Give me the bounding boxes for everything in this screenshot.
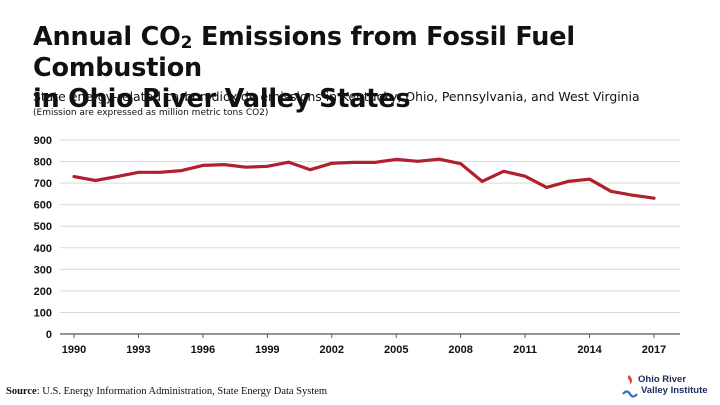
data-point (222, 163, 226, 166)
y-tick-label: 100 (34, 307, 52, 319)
title-line-1: Annual CO2 Emissions from Fossil Fuel Co… (33, 22, 575, 83)
data-point (330, 161, 334, 165)
data-point (588, 177, 591, 181)
data-point (72, 175, 76, 179)
y-tick-label: 800 (34, 157, 52, 169)
data-point (631, 193, 634, 197)
data-point (265, 164, 269, 168)
x-tick-label: 2005 (384, 344, 408, 356)
data-point (115, 175, 119, 179)
source-note: Source: U.S. Energy Information Administ… (6, 386, 328, 397)
x-axis-ticks: 1990 1993 1996 1999 2002 2005 2008 2011 2014 2017 (62, 334, 666, 356)
x-tick-label: 2002 (320, 344, 344, 356)
data-point (351, 161, 355, 164)
data-point (137, 170, 140, 174)
data-point (502, 169, 506, 173)
x-tick-label: 2011 (513, 344, 537, 356)
units-note: (Emission are expressed as million metri… (33, 108, 269, 118)
data-point (480, 179, 484, 183)
gridlines (60, 139, 680, 335)
x-tick-label: 1990 (62, 344, 86, 356)
series-line (72, 157, 656, 200)
data-point (308, 168, 312, 172)
data-point (459, 162, 463, 166)
chart-subtitle: State energy-related carbon dioxide emis… (33, 89, 640, 104)
ohio-river-valley-institute-logo: Ohio River Valley Institute (622, 373, 718, 403)
data-point (523, 174, 527, 178)
x-tick-label: 1993 (126, 344, 150, 356)
x-tick-label: 1999 (255, 344, 279, 356)
title-line-2: in Ohio River Valley States (33, 84, 411, 114)
data-point (545, 186, 548, 189)
x-tick-label: 2008 (448, 344, 472, 356)
data-point (158, 170, 162, 174)
data-point (609, 189, 613, 193)
data-point (394, 158, 398, 161)
x-tick-label: 2017 (642, 344, 666, 356)
data-point (437, 157, 441, 161)
data-point (652, 196, 656, 200)
chart-title: Annual CO2 Emissions from Fossil Fuel Co… (33, 22, 703, 115)
logo-line-2: Valley Institute (641, 385, 708, 396)
data-point (373, 161, 377, 164)
y-tick-label: 0 (46, 329, 52, 341)
y-tick-label: 200 (34, 286, 52, 298)
y-tick-label: 700 (34, 178, 52, 190)
data-point (416, 159, 420, 163)
data-point (287, 160, 291, 164)
y-tick-label: 900 (34, 135, 52, 147)
y-axis-ticks: 0 100 200 300 400 500 600 700 800 900 (34, 135, 52, 341)
logo-line-1: Ohio River (638, 374, 687, 385)
data-point (94, 179, 97, 182)
data-point (201, 164, 205, 167)
y-tick-label: 400 (34, 243, 52, 255)
data-point (566, 179, 570, 183)
series-layer (72, 157, 656, 200)
y-tick-label: 500 (34, 221, 52, 233)
x-tick-label: 2014 (577, 344, 602, 356)
x-tick-label: 1996 (191, 344, 215, 356)
y-tick-label: 600 (34, 200, 52, 212)
data-point (180, 169, 183, 173)
logo-icon (622, 375, 638, 398)
y-tick-label: 300 (34, 264, 52, 276)
data-point (244, 165, 248, 169)
